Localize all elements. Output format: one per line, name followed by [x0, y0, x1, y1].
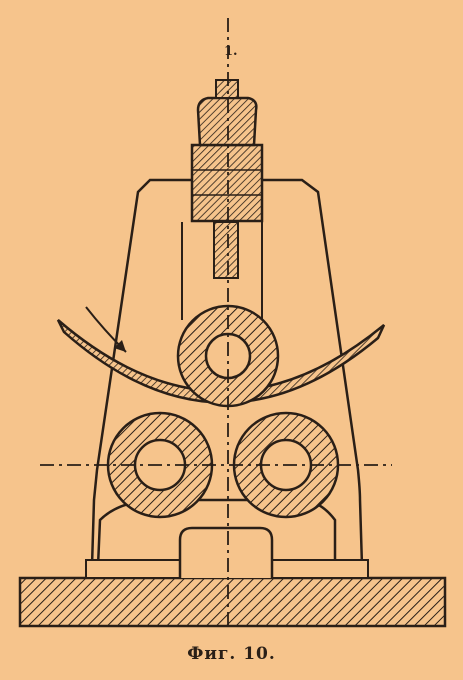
screw-housing [190, 143, 264, 223]
axis-label: 1. [224, 44, 238, 59]
screw-cap [215, 79, 239, 99]
base-plate [18, 576, 447, 628]
foot-left [85, 559, 187, 579]
foot-right [267, 559, 369, 579]
bent-bar [56, 319, 386, 404]
center-block [178, 526, 274, 578]
figure-caption: Фиг. 10. [187, 644, 276, 664]
roller-bending-machine-drawing [18, 18, 447, 628]
screw-nut [196, 96, 258, 147]
screw-tip [213, 221, 239, 279]
